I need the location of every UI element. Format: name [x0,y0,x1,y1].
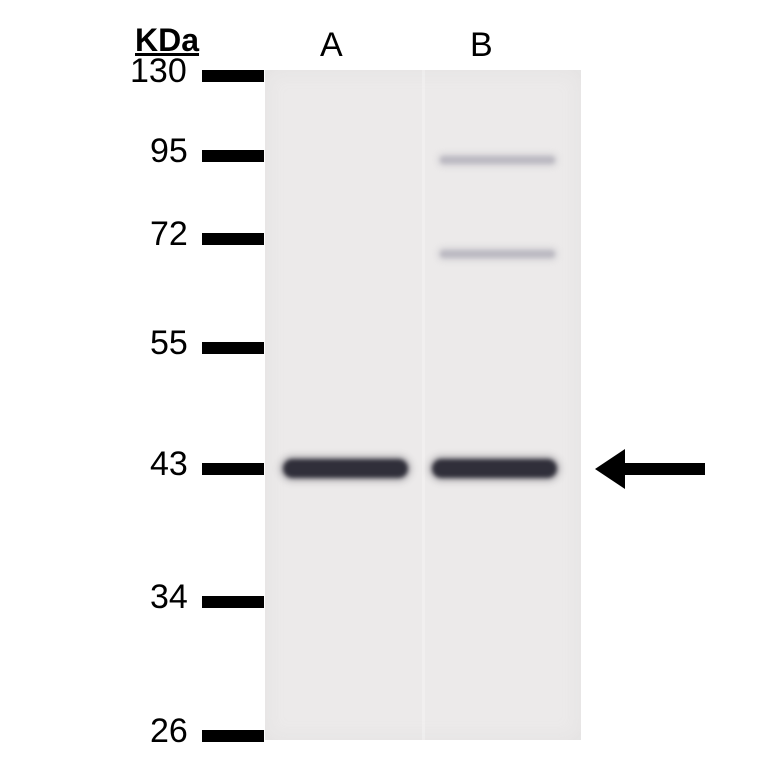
marker-label-72: 72 [150,215,188,254]
band-faint-b-72 [440,250,555,258]
marker-label-34: 34 [150,578,188,617]
band-strong-a-43 [283,459,408,478]
band-faint-b-95 [440,156,555,164]
marker-tick-34 [202,596,264,608]
marker-label-95: 95 [150,132,188,171]
lane-label-b: B [470,26,493,65]
marker-label-26: 26 [150,712,188,751]
lane-divider [422,70,425,740]
band-strong-b-43 [432,459,557,478]
marker-tick-95 [202,150,264,162]
arrow-shaft [625,463,705,475]
marker-label-130: 130 [130,52,187,91]
marker-tick-26 [202,730,264,742]
lane-label-a: A [320,26,343,65]
marker-label-55: 55 [150,324,188,363]
marker-tick-72 [202,233,264,245]
marker-tick-130 [202,70,264,82]
marker-tick-55 [202,342,264,354]
marker-tick-43 [202,463,264,475]
arrow-head-icon [595,449,625,489]
figure-canvas: KDa 130 95 72 55 43 34 26 A B [0,0,764,764]
marker-label-43: 43 [150,445,188,484]
